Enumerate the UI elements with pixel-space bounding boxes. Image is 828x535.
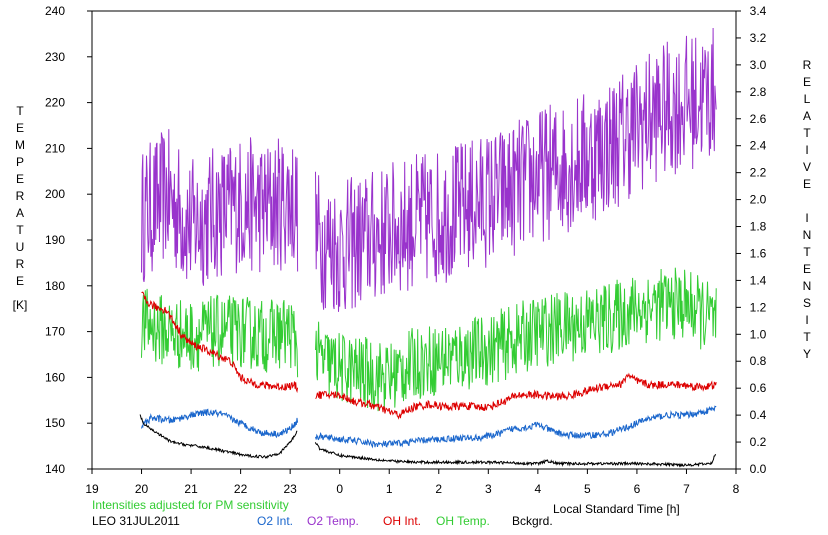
y-axis-left-unit: [K] xyxy=(12,298,28,312)
annotation-text: Intensities adjusted for PM sensitivity xyxy=(92,498,289,512)
y-left-tick-label: 140 xyxy=(45,462,65,476)
y-left-tick-label: 210 xyxy=(45,141,65,155)
x-tick-label: 20 xyxy=(135,482,149,496)
y-axis-left-label-char: E xyxy=(15,172,24,186)
x-axis: 19 21 22 23 0 1 2 3 4 5 6 7 820 xyxy=(85,469,740,496)
x-tick-label: 2 xyxy=(435,482,442,496)
y-right-tick-label: 1.6 xyxy=(750,246,767,260)
y-axis-right-label-char xyxy=(797,193,817,210)
legend-entry: O2 Temp. xyxy=(307,514,359,528)
y-left-tick-label: 190 xyxy=(45,233,65,247)
series-line xyxy=(141,291,717,420)
y-left-tick-label: 170 xyxy=(45,325,65,339)
y-axis-right-label-char: E xyxy=(802,75,811,89)
y-left-tick-label: 230 xyxy=(45,50,65,64)
y-left-tick-label: 240 xyxy=(45,4,65,18)
x-tick-label: 19 xyxy=(85,482,99,496)
y-right-tick-label: 0.2 xyxy=(750,435,767,449)
legend-entry: Bckgrd. xyxy=(512,514,553,528)
y-right-tick-label: 2.8 xyxy=(750,85,767,99)
y-right-tick-label: 2.6 xyxy=(750,112,767,126)
x-axis-label: Local Standard Time [h] xyxy=(553,502,680,516)
y-axis-left-label-char: T xyxy=(16,104,24,118)
y-axis-right-label-char: E xyxy=(802,262,811,276)
x-tick-label: 7 xyxy=(683,482,690,496)
y-right-tick-label: 0.6 xyxy=(750,381,767,395)
y-axis-left-label-char: M xyxy=(15,138,25,152)
y-right-tick-label: 3.0 xyxy=(750,58,767,72)
legend-entry: O2 Int. xyxy=(257,514,294,528)
y-axis-right-label-char: Y xyxy=(802,347,811,361)
y-axis-right-label-char: T xyxy=(803,330,811,344)
station-date: LEO 31JUL2011 xyxy=(92,514,180,528)
y-axis-left-label-char: P xyxy=(15,155,24,169)
y-axis-right-label-char: N xyxy=(802,279,812,293)
y-right-tick-label: 3.4 xyxy=(750,4,767,18)
y-axis-right-label-char: L xyxy=(803,92,811,106)
y-axis-right-label-char: T xyxy=(803,126,811,140)
y-right-tick-label: 0.0 xyxy=(750,462,767,476)
y-axis-right-label-char: I xyxy=(805,211,809,225)
y-axis-left-label-char: R xyxy=(15,257,25,271)
series-line xyxy=(141,27,717,312)
x-tick-label: 21 xyxy=(184,482,198,496)
y-axis-right-label-char: A xyxy=(802,109,811,123)
y-axis-right-label-char: V xyxy=(802,160,811,174)
y-axis-left-label-char: E xyxy=(15,274,24,288)
y-left-tick-label: 160 xyxy=(45,370,65,384)
y-left-tick-label: 220 xyxy=(45,96,65,110)
y-axis-left-label-char: E xyxy=(15,121,24,135)
x-tick-label: 3 xyxy=(485,482,492,496)
x-tick-label: 6 xyxy=(634,482,641,496)
y-axis-right-label-char: S xyxy=(802,296,811,310)
series-group xyxy=(139,27,717,468)
y-right-tick-label: 1.0 xyxy=(750,327,767,341)
y-right-tick-label: 2.2 xyxy=(750,166,767,180)
x-tick-label: 5 xyxy=(584,482,591,496)
y-right-tick-label: 2.0 xyxy=(750,193,767,207)
y-axis-right: 0.0 0.2 0.4 0.6 0.8 1.0 1.2 1.4 1.6 1.8 2.0 2.2 2.4 2… xyxy=(736,4,767,476)
y-right-tick-label: 2.4 xyxy=(750,139,767,153)
y-left-tick-label: 180 xyxy=(45,279,65,293)
y-right-tick-label: 1.8 xyxy=(750,220,767,234)
x-tick-label: 0 xyxy=(336,482,343,496)
y-axis-left-label-char: T xyxy=(16,223,24,237)
legend-entry: OH Int. xyxy=(383,514,422,528)
y-axis-right-label-char: N xyxy=(802,228,812,242)
y-axis-left-label-char: R xyxy=(15,189,25,203)
x-tick-label: 4 xyxy=(535,482,542,496)
y-axis-left: 140 150 160 170 180 190 200 210 220 230 240 xyxy=(45,4,92,476)
legend-entry: OH Temp. xyxy=(436,514,490,528)
y-axis-right-label-char: E xyxy=(802,177,811,191)
y-right-tick-label: 0.8 xyxy=(750,354,767,368)
series-line xyxy=(141,267,717,412)
y-left-tick-label: 200 xyxy=(45,187,65,201)
y-right-tick-label: 1.4 xyxy=(750,273,767,287)
y-axis-left-label-char: U xyxy=(15,240,25,254)
x-tick-label: 8 xyxy=(733,482,740,496)
y-axis-right-label-char: T xyxy=(803,245,811,259)
series-line xyxy=(141,405,717,449)
x-tick-label: 1 xyxy=(386,482,393,496)
x-tick-label: 23 xyxy=(283,482,297,496)
y-left-tick-label: 150 xyxy=(45,416,65,430)
y-axis-left-label-char: A xyxy=(15,206,24,220)
y-axis-right-label-char: I xyxy=(805,313,809,327)
series-line xyxy=(139,414,717,468)
y-axis-right-label-char: I xyxy=(805,143,809,157)
y-right-tick-label: 0.4 xyxy=(750,408,767,422)
x-tick-label: 22 xyxy=(234,482,248,496)
y-right-tick-label: 1.2 xyxy=(750,300,767,314)
y-axis-right-label-char: R xyxy=(802,58,812,72)
y-right-tick-label: 3.2 xyxy=(750,31,767,45)
